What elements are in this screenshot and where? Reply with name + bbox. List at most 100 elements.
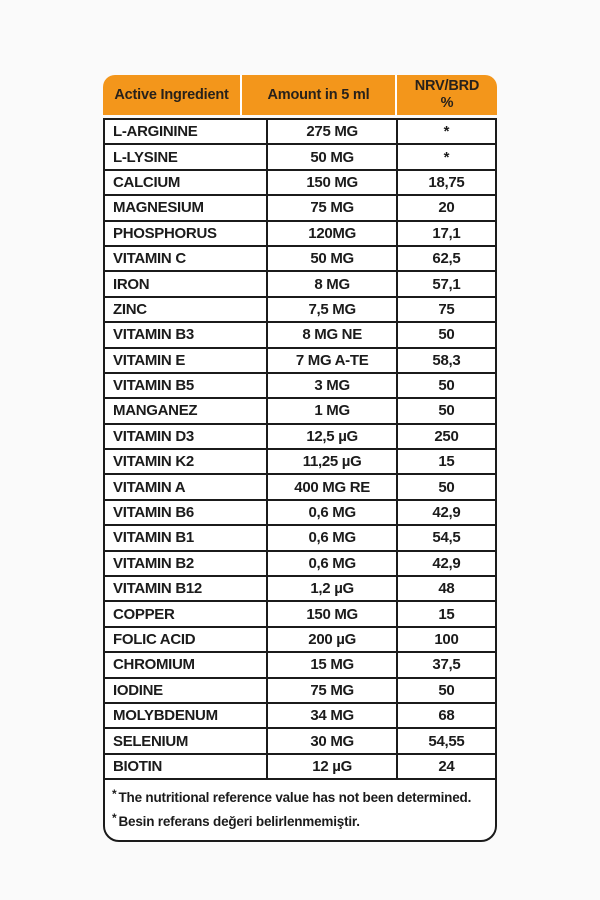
amount-cell: 150 MG (268, 170, 398, 195)
ingredient-cell: L-ARGININE (105, 120, 269, 144)
header-nrv-label-line2: % (440, 95, 454, 111)
ingredient-cell: VITAMIN B6 (105, 500, 269, 525)
amount-cell: 1 MG (268, 399, 398, 423)
ingredient-cell: L-LYSINE (105, 145, 269, 169)
nrv-cell: 100 (434, 631, 459, 648)
nrv-cell: 37,5 (432, 656, 461, 674)
ingredient-cell: VITAMIN B5 (105, 373, 269, 398)
table-row: VITAMIN C 50 MG 62,5 (105, 246, 495, 273)
table-row: SELENIUM 30 MG 54,55 (105, 729, 495, 755)
amount-cell: 0,6 MG (268, 500, 398, 525)
amount-cell: 120MG (268, 221, 398, 245)
table-row: CALCIUM 150 MG 18,75 (105, 170, 495, 197)
ingredient-cell: VITAMIN A (105, 475, 269, 499)
nrv-cell: 15 (438, 453, 455, 471)
amount-cell: 75 MG (268, 196, 398, 220)
amount-cell: 0,6 MG (268, 551, 398, 576)
amount-cell: 12,5 µG (268, 424, 398, 449)
table-row: VITAMIN B5 3 MG 50 (105, 373, 495, 400)
nrv-cell: 20 (438, 199, 455, 217)
nrv-cell: 50 (438, 478, 455, 496)
table-row: IRON 8 MG 57,1 (105, 272, 495, 298)
table-footnotes: * The nutritional reference value has not… (105, 780, 495, 840)
ingredient-cell: VITAMIN B2 (105, 551, 269, 576)
nrv-cell: * (443, 123, 450, 141)
table-row: FOLIC ACID 200 µG 100 (105, 627, 495, 654)
asterisk-marker: * (112, 811, 117, 826)
table-row: CHROMIUM 15 MG 37,5 (105, 653, 495, 679)
nutrition-table: Active Ingredient Amount in 5 ml NRV/BRD… (103, 75, 497, 842)
nrv-cell: 24 (438, 757, 455, 775)
table-row: VITAMIN B12 1,2 µG 48 (105, 577, 495, 603)
amount-cell: 8 MG (268, 272, 398, 296)
ingredient-cell: IRON (105, 272, 269, 296)
amount-cell: 11,25 µG (268, 450, 398, 474)
ingredient-cell: VITAMIN D3 (105, 424, 269, 449)
amount-cell: 150 MG (268, 602, 398, 626)
ingredient-cell: COPPER (105, 602, 269, 626)
amount-cell: 8 MG NE (268, 323, 398, 347)
nrv-cell: 17,1 (432, 224, 461, 242)
table-row: VITAMIN B2 0,6 MG 42,9 (105, 551, 495, 578)
table-body: L-ARGININE 275 MG * L-LYSINE 50 MG * CAL… (105, 120, 495, 781)
ingredient-cell: VITAMIN K2 (105, 450, 269, 474)
nrv-cell: 54,55 (428, 732, 465, 750)
ingredient-cell: CHROMIUM (105, 653, 269, 677)
table-row: VITAMIN B6 0,6 MG 42,9 (105, 500, 495, 527)
amount-cell: 50 MG (268, 246, 398, 271)
header-ingredient-label: Active Ingredient (114, 86, 229, 103)
table-body-wrap: L-ARGININE 275 MG * L-LYSINE 50 MG * CAL… (103, 118, 497, 842)
amount-cell: 15 MG (268, 653, 398, 677)
nrv-cell: 75 (438, 300, 455, 318)
amount-cell: 75 MG (268, 678, 398, 702)
amount-cell: 275 MG (268, 120, 398, 144)
ingredient-cell: PHOSPHORUS (105, 221, 269, 245)
amount-cell: 3 MG (268, 373, 398, 398)
header-nrv-label-line1: NRV/BRD (414, 78, 480, 95)
table-row: VITAMIN B3 8 MG NE 50 (105, 323, 495, 349)
ingredient-cell: MAGNESIUM (105, 196, 269, 220)
nrv-cell: 50 (438, 402, 455, 420)
table-row: L-ARGININE 275 MG * (105, 120, 495, 146)
nrv-cell: 250 (434, 427, 459, 445)
nrv-cell: 42,9 (432, 554, 461, 572)
table-row: PHOSPHORUS 120MG 17,1 (105, 221, 495, 247)
table-row: VITAMIN D3 12,5 µG 250 (105, 424, 495, 451)
ingredient-cell: BIOTIN (105, 754, 269, 779)
nrv-cell: 50 (438, 681, 455, 699)
nrv-cell: * (443, 148, 450, 166)
table-row: BIOTIN 12 µG 24 (105, 754, 495, 781)
table-row: MOLYBDENUM 34 MG 68 (105, 703, 495, 730)
table-row: VITAMIN A 400 MG RE 50 (105, 475, 495, 501)
ingredient-cell: VITAMIN C (105, 246, 269, 271)
amount-cell: 1,2 µG (268, 577, 398, 601)
nrv-cell: 48 (438, 580, 455, 598)
header-cell-amount: Amount in 5 ml (242, 75, 397, 115)
amount-cell: 30 MG (268, 729, 398, 753)
table-row: L-LYSINE 50 MG * (105, 145, 495, 171)
header-cell-ingredient: Active Ingredient (103, 75, 243, 115)
footnote-english-text: The nutritional reference value has not … (118, 790, 472, 806)
table-row: MAGNESIUM 75 MG 20 (105, 196, 495, 222)
ingredient-cell: MOLYBDENUM (105, 703, 269, 728)
nrv-cell: 15 (438, 605, 455, 623)
header-amount-label: Amount in 5 ml (267, 86, 370, 103)
ingredient-cell: FOLIC ACID (105, 627, 269, 652)
nrv-cell: 62,5 (432, 250, 461, 268)
table-header: Active Ingredient Amount in 5 ml NRV/BRD… (103, 75, 497, 115)
ingredient-cell: VITAMIN B1 (105, 526, 269, 550)
ingredient-cell: CALCIUM (105, 170, 269, 195)
amount-cell: 7,5 MG (268, 297, 398, 322)
footnote-turkish: * Besin referans değeri belirlenmemiştir. (112, 809, 487, 833)
footnote-english: * The nutritional reference value has not… (112, 785, 487, 809)
ingredient-cell: VITAMIN B3 (105, 323, 269, 347)
nrv-cell: 57,1 (432, 275, 461, 293)
nrv-cell: 18,75 (428, 173, 465, 191)
ingredient-cell: IODINE (105, 678, 269, 702)
amount-cell: 200 µG (268, 627, 398, 652)
nrv-cell: 42,9 (432, 504, 461, 522)
table-row: ZINC 7,5 MG 75 (105, 297, 495, 324)
nrv-cell: 54,5 (432, 529, 461, 547)
footnote-turkish-text: Besin referans değeri belirlenmemiştir. (118, 814, 360, 830)
